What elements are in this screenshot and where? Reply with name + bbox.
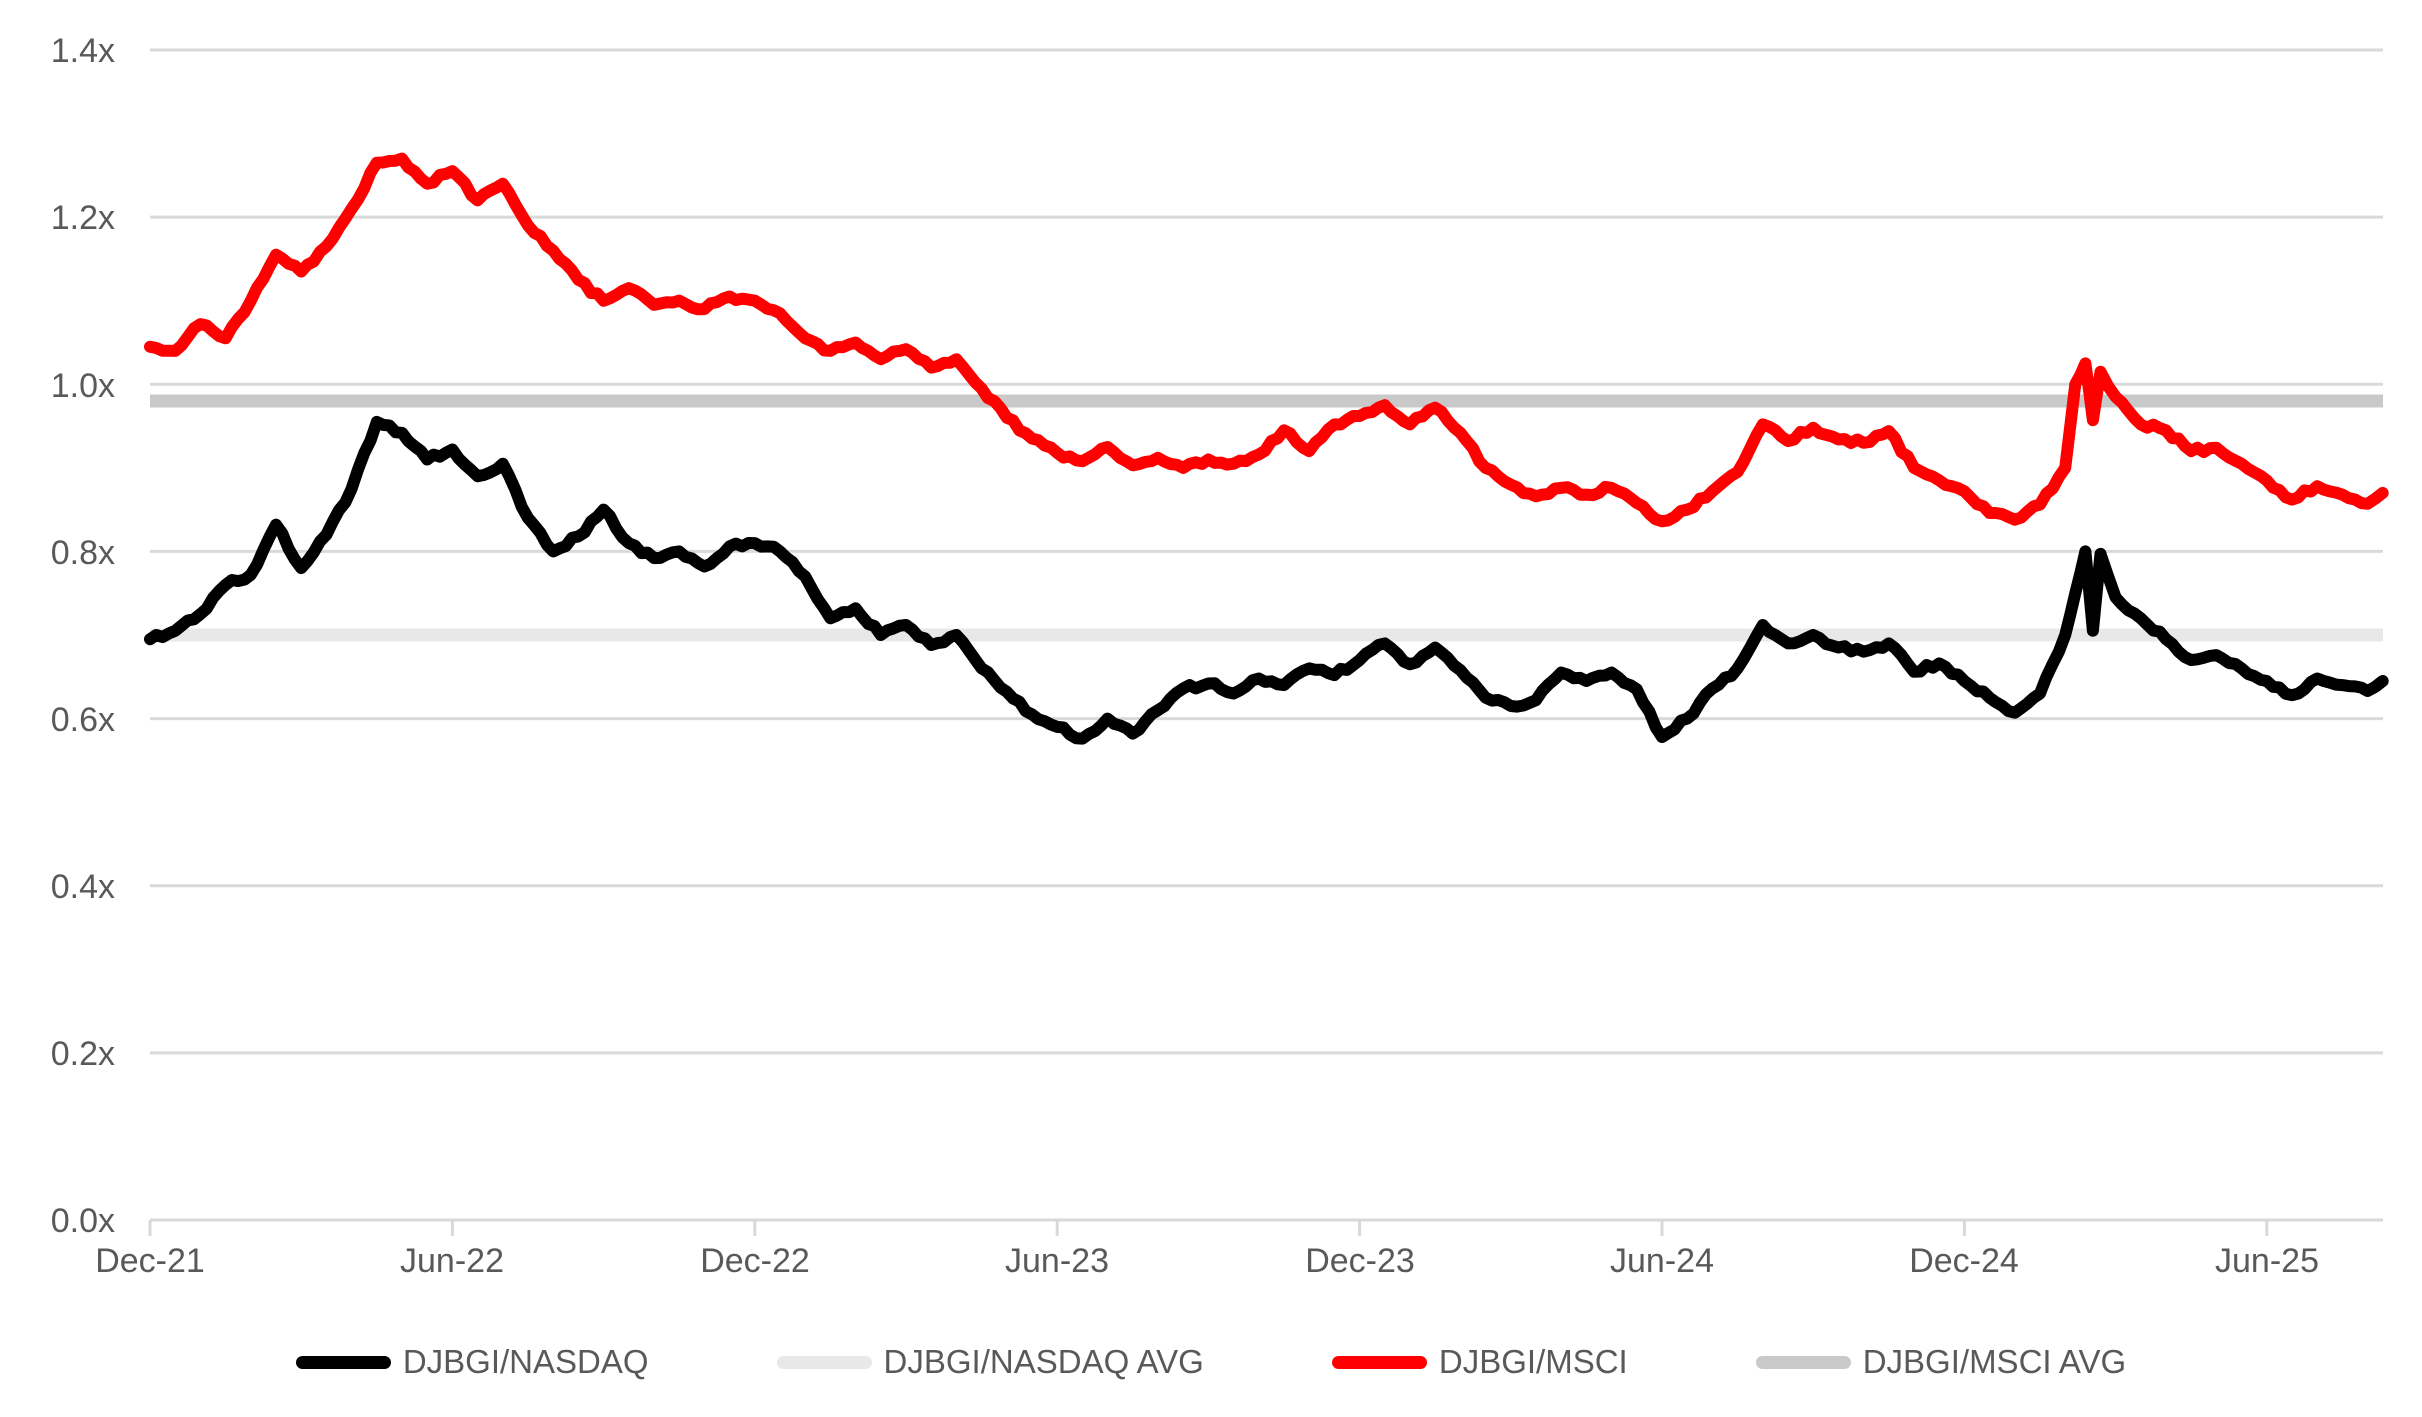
- x-axis-tick-labels: Dec-21 Jun-22 Dec-22 Jun-23 Dec-23 Jun-2…: [95, 1242, 2319, 1280]
- legend-label: DJBGI/NASDAQ: [402, 1343, 649, 1380]
- x-tick-label: Jun-23: [1005, 1242, 1109, 1280]
- series-line-djbgi-msci: [144, 152, 2389, 528]
- y-tick-label: 0.8x: [51, 534, 115, 572]
- y-axis-tick-labels: 0.0x 0.2x 0.4x 0.6x 0.8x 1.0x 1.2x 1.4x: [51, 32, 115, 1240]
- legend-line-swatch-red: [1331, 1355, 1427, 1369]
- legend-label: DJBGI/NASDAQ AVG: [883, 1343, 1204, 1380]
- legend-item-djbgi-nasdaq-avg: DJBGI/NASDAQ AVG: [776, 1343, 1204, 1381]
- x-tick-label: Dec-23: [1305, 1242, 1415, 1280]
- legend-line-swatch-black: [295, 1355, 391, 1369]
- x-tick-label: Dec-24: [1909, 1242, 2019, 1280]
- y-tick-label: 0.2x: [51, 1035, 115, 1073]
- legend-item-djbgi-nasdaq: DJBGI/NASDAQ: [295, 1343, 649, 1381]
- gridlines-layer: [148, 48, 2383, 1236]
- y-tick-label: 0.0x: [51, 1202, 115, 1240]
- legend-item-djbgi-msci: DJBGI/MSCI: [1331, 1343, 1628, 1381]
- y-tick-label: 0.4x: [51, 868, 115, 906]
- x-tick-label: Jun-24: [1610, 1242, 1714, 1280]
- legend-line-swatch-gray: [1755, 1355, 1851, 1369]
- y-tick-label: 0.6x: [51, 701, 115, 739]
- legend-item-djbgi-msci-avg: DJBGI/MSCI AVG: [1755, 1343, 2127, 1381]
- series-layer: [144, 152, 2389, 745]
- x-tick-label: Dec-21: [95, 1242, 205, 1280]
- legend-line-swatch-lightgray: [776, 1355, 872, 1369]
- chart-legend: DJBGI/NASDAQ DJBGI/NASDAQ AVG DJBGI/MSCI…: [0, 1332, 2422, 1392]
- y-tick-label: 1.0x: [51, 367, 115, 405]
- y-tick-label: 1.4x: [51, 32, 115, 70]
- y-tick-label: 1.2x: [51, 199, 115, 237]
- series-line-djbgi-nasdaq: [144, 415, 2389, 745]
- x-tick-label: Jun-25: [2215, 1242, 2319, 1280]
- x-tick-label: Dec-22: [700, 1242, 810, 1280]
- legend-label: DJBGI/MSCI AVG: [1862, 1343, 2127, 1380]
- legend-label: DJBGI/MSCI: [1438, 1343, 1628, 1380]
- x-tick-label: Jun-22: [400, 1242, 504, 1280]
